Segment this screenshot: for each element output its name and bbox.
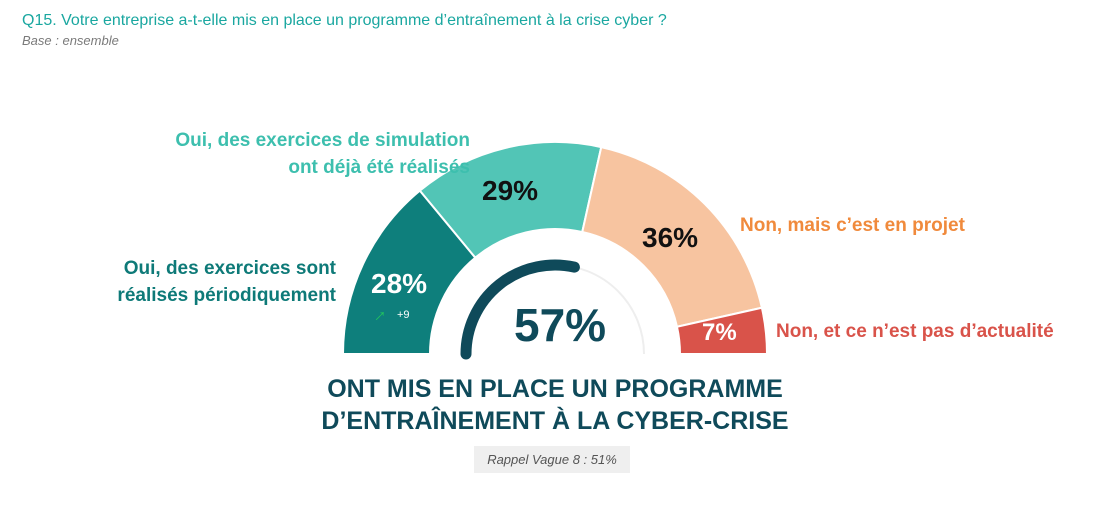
slice-3	[675, 306, 769, 355]
label-projet: Non, mais c’est en projet	[740, 215, 965, 236]
value-label-29: 29%	[482, 175, 539, 206]
gauge-value: 57%	[514, 299, 607, 351]
value-label-36: 36%	[642, 222, 699, 253]
question-title: Q15. Votre entreprise a-t-elle mis en pl…	[22, 12, 667, 29]
label-line: Oui, des exercices de simulation	[175, 130, 470, 151]
label-line: réalisés périodiquement	[117, 285, 336, 306]
label-periodique: Oui, des exercices sont réalisés périodi…	[60, 255, 336, 309]
label-line: ont déjà été réalisés	[288, 157, 470, 178]
headline-line: ONT MIS EN PLACE UN PROGRAMME	[327, 375, 783, 403]
gauge-fill	[460, 259, 580, 360]
rappel-badge: Rappel Vague 8 : 51%	[474, 446, 630, 473]
headline: ONT MIS EN PLACE UN PROGRAMME D’ENTRAÎNE…	[255, 373, 855, 437]
value-label-28: 28%	[371, 268, 428, 299]
headline-line: D’ENTRAÎNEMENT À LA CYBER-CRISE	[321, 407, 789, 435]
label-line: Oui, des exercices sont	[123, 258, 336, 279]
value-label-7: 7%	[702, 319, 737, 346]
base-note: Base : ensemble	[22, 33, 119, 48]
change-label: +9	[397, 309, 410, 321]
label-pas-actualite: Non, et ce n’est pas d’actualité	[776, 321, 1054, 342]
label-simulation: Oui, des exercices de simulation ont déj…	[150, 127, 470, 181]
